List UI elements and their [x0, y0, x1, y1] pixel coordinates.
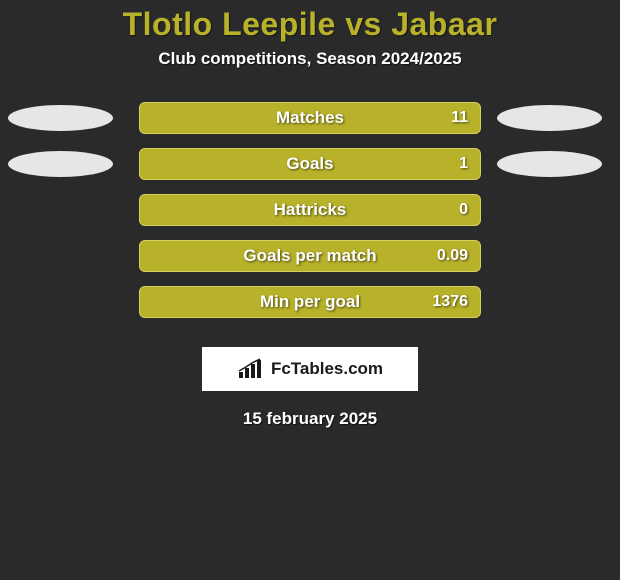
player-marker-left [8, 105, 113, 131]
stat-value: 0 [459, 201, 468, 219]
stats-list: Matches 11 Goals 1 Hattricks 0 Goals per match… [0, 95, 620, 325]
stat-label: Hattricks [274, 200, 347, 220]
logo-text: FcTables.com [271, 359, 383, 379]
stat-row: Goals 1 [0, 141, 620, 187]
stat-label: Min per goal [260, 292, 360, 312]
site-logo[interactable]: FcTables.com [202, 347, 418, 391]
stat-row: Min per goal 1376 [0, 279, 620, 325]
stat-bar: Hattricks 0 [139, 194, 481, 226]
stat-bar: Min per goal 1376 [139, 286, 481, 318]
chart-icon [237, 358, 265, 380]
player-marker-right [497, 105, 602, 131]
stat-bar: Matches 11 [139, 102, 481, 134]
stat-bar: Goals per match 0.09 [139, 240, 481, 272]
stat-label: Goals [286, 154, 333, 174]
stat-row: Goals per match 0.09 [0, 233, 620, 279]
stat-label: Matches [276, 108, 344, 128]
snapshot-date: 15 february 2025 [0, 409, 620, 429]
stat-value: 1376 [432, 293, 468, 311]
player-marker-left [8, 151, 113, 177]
stat-value: 11 [451, 109, 468, 127]
stat-label: Goals per match [243, 246, 376, 266]
stat-row: Matches 11 [0, 95, 620, 141]
stat-row: Hattricks 0 [0, 187, 620, 233]
player-marker-right [497, 151, 602, 177]
stat-bar: Goals 1 [139, 148, 481, 180]
stat-value: 1 [459, 155, 468, 173]
comparison-subtitle: Club competitions, Season 2024/2025 [0, 49, 620, 69]
comparison-title: Tlotlo Leepile vs Jabaar [0, 6, 620, 43]
comparison-card: Tlotlo Leepile vs Jabaar Club competitio… [0, 0, 620, 429]
stat-value: 0.09 [437, 247, 468, 265]
